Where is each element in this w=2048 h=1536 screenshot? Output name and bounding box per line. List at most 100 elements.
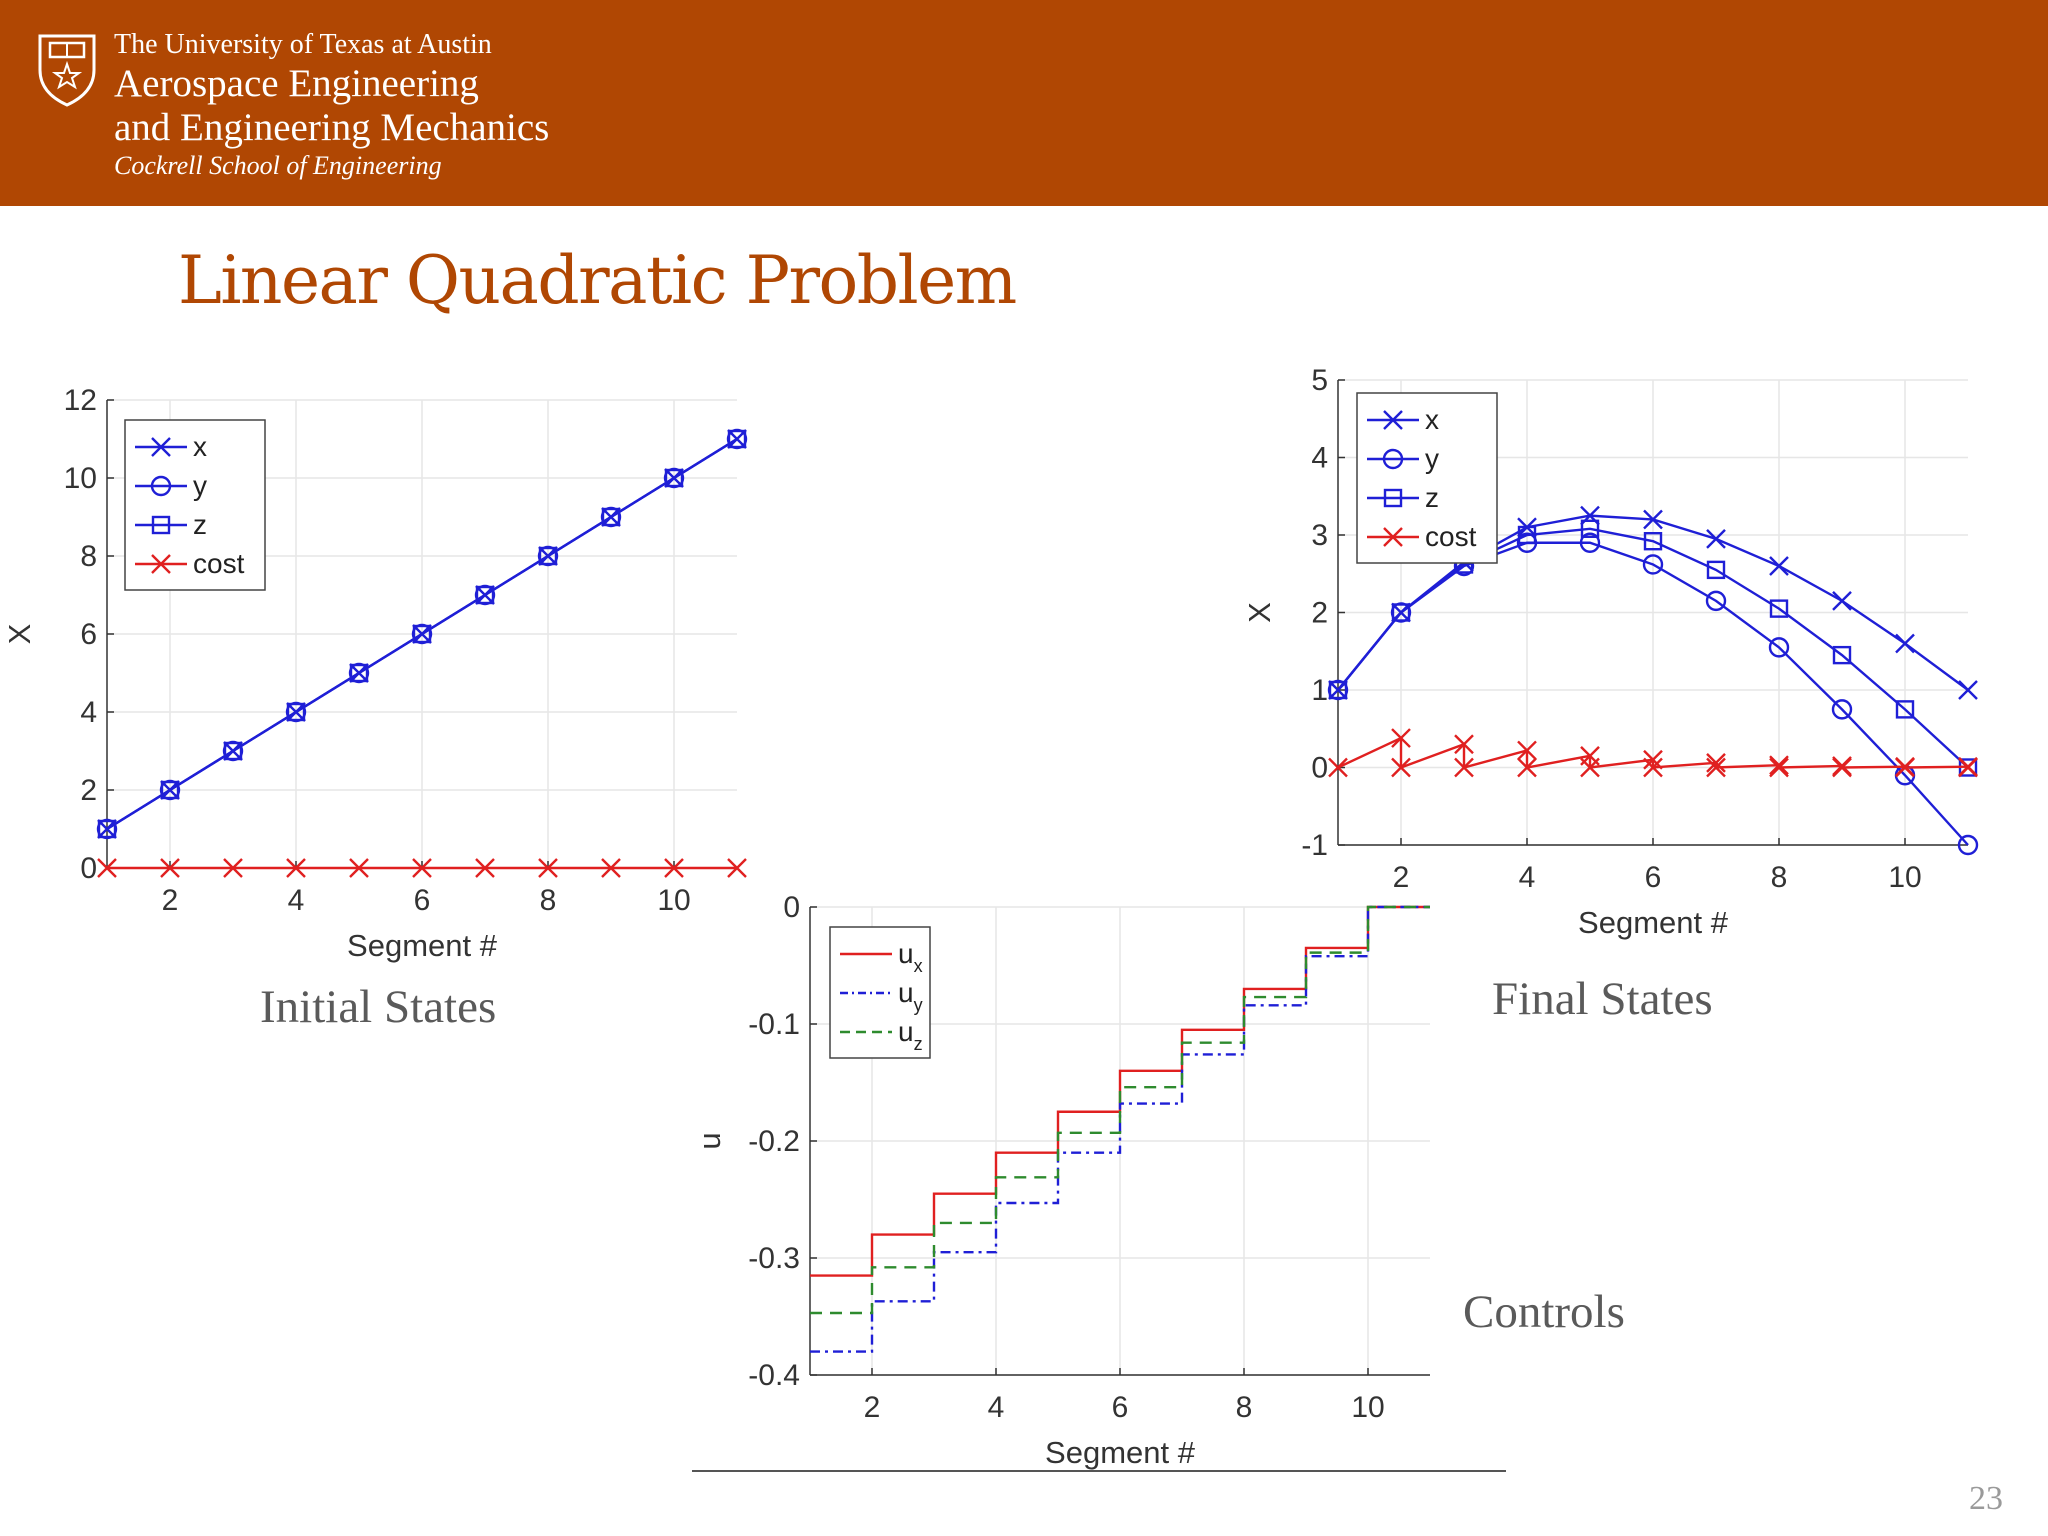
x-tick-label: 8 [1771,861,1788,894]
point-x [1832,591,1852,611]
y-tick-label: 0 [1311,752,1328,785]
series-line-z [1337,527,1969,769]
point-cost [223,858,243,878]
legend-marker-z [1383,488,1403,508]
x-tick-label: 6 [1112,1391,1129,1424]
point-y [1705,590,1727,612]
point-z [223,741,243,761]
divider-line [692,1470,1506,1472]
point-cost [1328,757,1348,778]
point-cost [1895,757,1915,778]
point-cost [664,858,684,878]
y-tick-label: -1 [1301,829,1328,862]
point-x [1706,529,1726,549]
legend-marker-y [1382,448,1404,470]
point-y [1768,637,1790,658]
x-tick-label: 2 [1393,861,1410,894]
x-tick-label: 4 [288,884,305,917]
point-z [1580,519,1600,539]
caption-initial-states: Initial States [260,981,497,1033]
y-axis-label: X [2,623,37,644]
x-tick-label: 2 [864,1391,881,1424]
x-tick-label: 10 [1888,861,1921,894]
department-name-line2: and Engineering Mechanics [114,106,550,149]
university-seal-icon [38,34,96,107]
legend-label-z: z [1425,482,1439,513]
point-cost [349,858,369,878]
point-z [1832,645,1852,665]
point-cost [1517,757,1537,778]
point-cost [160,858,180,878]
series-line-u_z [810,905,1430,1315]
point-z [601,507,621,527]
point-cost [1706,757,1726,778]
y-tick-label: 12 [64,384,97,417]
legend-label-y: y [193,470,207,501]
legend-box [1356,392,1498,564]
x-tick-label: 8 [1236,1391,1253,1424]
point-z [1517,525,1537,545]
point-cost [601,858,621,878]
point-cost [1391,757,1411,778]
y-tick-label: 10 [64,462,97,495]
y-axis-label: X [1245,602,1277,623]
point-cost [1832,757,1852,778]
legend-marker-x [1383,410,1403,430]
point-cost [538,858,558,878]
point-z [1895,700,1915,719]
legend-label-z: z [193,509,207,540]
x-tick-label: 8 [540,884,557,917]
point-cost [475,858,495,878]
x-tick-label: 6 [414,884,431,917]
point-z [349,663,369,683]
x-tick-label: 4 [1519,861,1536,894]
legend-label-cost: cost [1425,521,1477,552]
slide-title: Linear Quadratic Problem [178,242,1017,319]
x-tick-label: 10 [1351,1391,1384,1424]
header-banner: The University of Texas at Austin Aerosp… [0,0,2048,206]
legend-marker-x [151,437,171,457]
point-cost [1706,753,1726,773]
point-cost [1643,749,1663,770]
organization-block: The University of Texas at Austin Aerosp… [114,28,549,182]
y-tick-label: 8 [80,540,97,573]
legend-marker-cost [1383,527,1403,547]
point-x [1958,680,1978,700]
y-tick-label: 2 [1311,597,1328,630]
series-line-z [106,437,738,831]
point-cost [412,858,432,878]
point-cost [1769,755,1789,776]
y-axis-label: u [692,1132,727,1149]
y-tick-label: -0.3 [748,1242,800,1275]
y-tick-label: 6 [80,618,97,651]
caption-controls: Controls [1463,1286,1625,1338]
school-name: Cockrell School of Engineering [114,151,442,180]
point-z [160,780,180,800]
legend-marker-z [151,515,171,535]
legend-label-x: x [1425,404,1439,435]
point-z [664,468,684,488]
point-y [1957,834,1979,856]
point-cost [1580,757,1600,778]
caption-final-states: Final States [1492,973,1713,1025]
point-z [97,819,117,839]
y-tick-label: 0 [783,891,800,924]
point-cost [1391,728,1411,748]
point-x [1769,556,1789,576]
legend-label-cost: cost [193,548,245,579]
point-z [1706,560,1726,580]
point-y [1831,699,1853,720]
page-number: 23 [1969,1480,2003,1517]
y-tick-label: 2 [80,774,97,807]
point-x [1643,509,1663,530]
x-tick-label: 4 [988,1391,1005,1424]
point-z [412,624,432,644]
y-tick-label: 1 [1311,674,1328,707]
y-tick-label: 5 [1311,364,1328,397]
x-tick-label: 10 [657,884,690,917]
x-tick-label: 6 [1645,861,1662,894]
legend-marker-cost [151,554,171,574]
point-cost [97,858,117,878]
point-z [1328,680,1348,700]
